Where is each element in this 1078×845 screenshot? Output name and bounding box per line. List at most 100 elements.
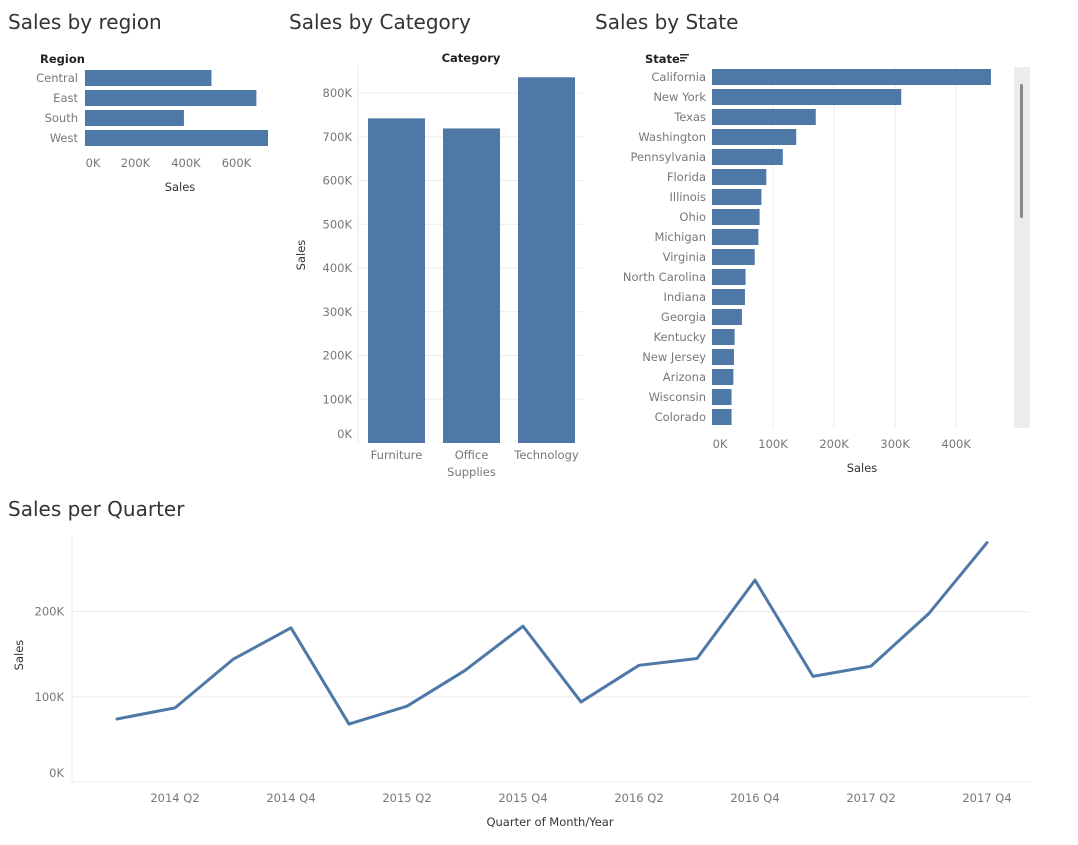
quarter-x-tick: 2016 Q4 [730, 791, 779, 805]
state-bar-virginia[interactable] [712, 249, 755, 265]
quarter-point-2016-q3[interactable] [693, 655, 701, 663]
state-bar-illinois[interactable] [712, 189, 762, 205]
region-x-axis-title: Sales [165, 180, 196, 194]
state-bar-pennsylvania[interactable] [712, 149, 783, 165]
state-scrollbar[interactable] [1014, 67, 1030, 428]
state-label-washington: Washington [638, 130, 706, 144]
region-x-tick: 200K [121, 156, 151, 170]
state-chart-title: Sales by State [595, 10, 739, 34]
category-y-tick: 600K [323, 174, 353, 188]
quarter-point-2017-q1[interactable] [809, 672, 817, 680]
quarter-point-2015-q3[interactable] [461, 666, 469, 674]
region-label-east: East [53, 91, 78, 105]
category-chart-title: Sales by Category [289, 10, 471, 34]
state-label-georgia: Georgia [661, 310, 706, 324]
state-axis-header: State [645, 52, 680, 66]
state-label-illinois: Illinois [670, 190, 707, 204]
state-bar-colorado[interactable] [712, 409, 732, 425]
region-x-tick: 400K [171, 156, 201, 170]
category-y-tick: 300K [323, 305, 353, 319]
quarter-point-2016-q2[interactable] [635, 661, 643, 669]
category-axis-header: Category [442, 51, 501, 65]
quarter-point-2014-q3[interactable] [229, 655, 237, 663]
category-y-tick: 800K [323, 86, 353, 100]
category-bar-office-supplies[interactable] [443, 128, 500, 443]
sort-icon-bar [680, 60, 685, 62]
sort-descending-icon[interactable] [680, 54, 689, 62]
state-bar-washington[interactable] [712, 129, 797, 145]
category-bar-technology[interactable] [518, 77, 575, 443]
category-label-technology: Technology [513, 448, 579, 462]
quarter-y-axis-title: Sales [12, 640, 26, 671]
state-bar-indiana[interactable] [712, 289, 745, 305]
quarter-point-2017-q2[interactable] [867, 662, 875, 670]
quarter-point-2015-q2[interactable] [403, 702, 411, 710]
state-label-arizona: Arizona [663, 370, 706, 384]
category-bar-furniture[interactable] [368, 118, 425, 443]
quarter-point-2017-q3[interactable] [925, 609, 933, 617]
quarter-y-tick: 100K [35, 690, 65, 704]
state-label-kentucky: Kentucky [653, 330, 706, 344]
region-chart-title: Sales by region [8, 10, 162, 34]
state-scrollbar-thumb[interactable] [1020, 84, 1023, 218]
quarter-point-2015-q1[interactable] [345, 720, 353, 728]
state-x-tick: 300K [880, 437, 910, 451]
state-label-michigan: Michigan [654, 230, 706, 244]
quarter-point-2014-q2[interactable] [171, 704, 179, 712]
quarter-y-tick: 0K [49, 766, 64, 780]
category-label-office-supplies: Office [455, 448, 489, 462]
state-bar-north-carolina[interactable] [712, 269, 746, 285]
category-label-furniture: Furniture [371, 448, 423, 462]
state-label-ohio: Ohio [679, 210, 706, 224]
region-label-west: West [50, 131, 79, 145]
state-bar-kentucky[interactable] [712, 329, 735, 345]
quarter-point-2017-q4[interactable] [983, 539, 991, 547]
state-bar-florida[interactable] [712, 169, 767, 185]
quarter-sales-line[interactable] [115, 541, 989, 726]
state-bar-arizona[interactable] [712, 369, 734, 385]
region-x-tick: 600K [222, 156, 252, 170]
state-label-new-jersey: New Jersey [642, 350, 706, 364]
category-y-tick: 100K [323, 392, 353, 406]
quarter-x-tick: 2014 Q2 [150, 791, 199, 805]
state-bar-new-jersey[interactable] [712, 349, 734, 365]
region-bar-central[interactable] [85, 70, 212, 86]
region-bar-west[interactable] [85, 130, 268, 146]
state-bar-new-york[interactable] [712, 89, 902, 105]
sort-icon-bar [680, 57, 687, 59]
quarter-x-tick: 2014 Q4 [266, 791, 315, 805]
sort-icon-bar [680, 54, 689, 56]
region-bar-south[interactable] [85, 110, 184, 126]
state-bar-michigan[interactable] [712, 229, 759, 245]
quarter-point-2016-q1[interactable] [577, 698, 585, 706]
state-x-tick: 400K [941, 437, 971, 451]
quarter-x-tick: 2015 Q4 [498, 791, 547, 805]
state-label-texas: Texas [673, 110, 706, 124]
category-y-tick: 500K [323, 217, 353, 231]
category-label-office-supplies: Supplies [447, 465, 496, 479]
state-label-virginia: Virginia [663, 250, 706, 264]
quarter-point-2014-q4[interactable] [287, 624, 295, 632]
quarter-x-tick: 2015 Q2 [382, 791, 431, 805]
state-bar-texas[interactable] [712, 109, 816, 125]
state-bar-ohio[interactable] [712, 209, 760, 225]
state-label-new-york: New York [653, 90, 706, 104]
region-label-central: Central [36, 71, 78, 85]
category-y-tick: 700K [323, 130, 353, 144]
quarter-point-2015-q4[interactable] [519, 622, 527, 630]
region-label-south: South [45, 111, 78, 125]
state-bar-california[interactable] [712, 69, 991, 85]
state-label-colorado: Colorado [655, 410, 706, 424]
quarter-point-2014-q1[interactable] [113, 715, 121, 723]
region-x-tick: 0K [86, 156, 101, 170]
state-label-florida: Florida [667, 170, 706, 184]
region-bar-east[interactable] [85, 90, 257, 106]
state-bar-wisconsin[interactable] [712, 389, 732, 405]
category-y-tick: 0K [337, 427, 352, 441]
state-x-tick: 0K [713, 437, 728, 451]
quarter-chart-title: Sales per Quarter [8, 497, 185, 521]
state-bar-georgia[interactable] [712, 309, 742, 325]
quarter-point-2016-q4[interactable] [751, 576, 759, 584]
state-label-pennsylvania: Pennsylvania [630, 150, 706, 164]
